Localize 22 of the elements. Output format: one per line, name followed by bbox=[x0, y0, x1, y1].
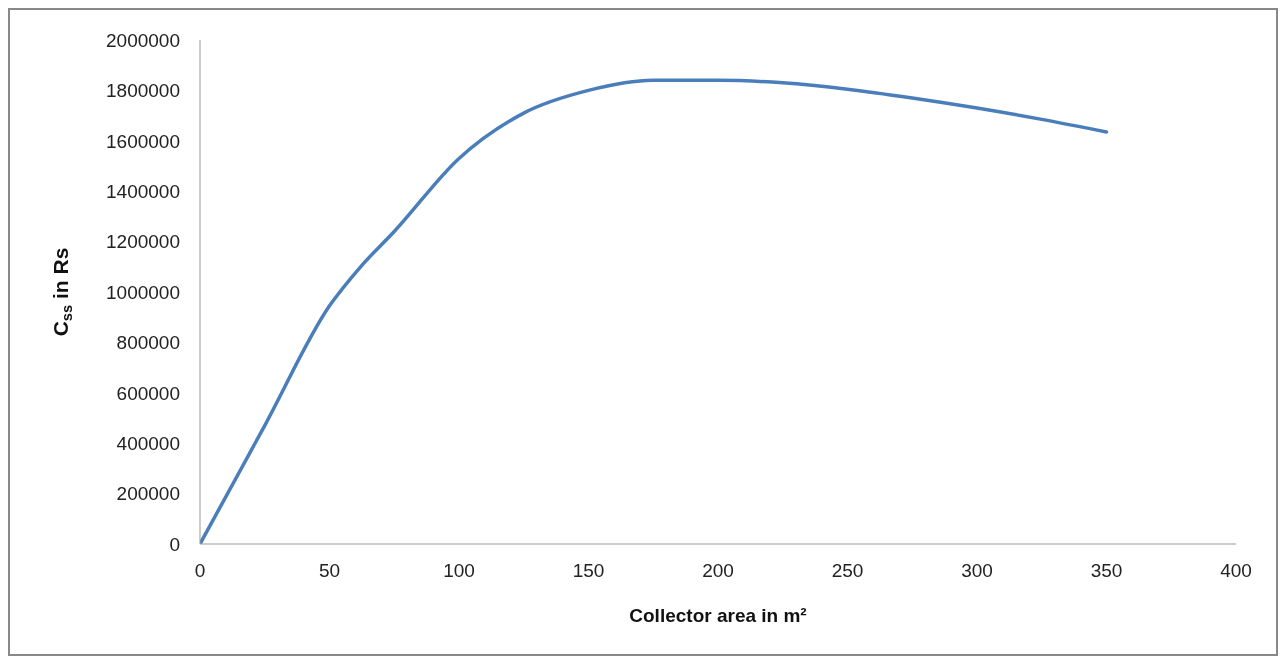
y-tick-label: 0 bbox=[169, 533, 180, 555]
x-tick-label: 150 bbox=[572, 560, 605, 582]
y-tick-label: 1800000 bbox=[106, 80, 180, 102]
x-tick-label: 350 bbox=[1090, 560, 1123, 582]
y-tick-label: 1600000 bbox=[106, 130, 180, 152]
x-tick-label: 250 bbox=[831, 560, 864, 582]
line-series bbox=[200, 78, 1109, 544]
x-tick-label: 400 bbox=[1220, 560, 1252, 582]
x-tick-label: 50 bbox=[318, 560, 341, 582]
x-axis-title: Collector area in m² bbox=[629, 605, 807, 626]
y-tick-label: 1200000 bbox=[106, 231, 180, 253]
x-tick-label: 100 bbox=[443, 560, 475, 582]
y-tick-label: 200000 bbox=[116, 483, 180, 505]
y-tick-label: 1400000 bbox=[106, 180, 180, 202]
x-tick-label: 300 bbox=[961, 560, 993, 582]
y-tick-label: 2000000 bbox=[106, 29, 180, 51]
y-tick-label: 600000 bbox=[116, 382, 180, 404]
y-tick-label: 1000000 bbox=[106, 281, 180, 303]
y-tick-label: 800000 bbox=[116, 332, 180, 354]
x-tick-label: 200 bbox=[702, 560, 734, 582]
y-tick-label: 400000 bbox=[116, 432, 180, 454]
x-tick-label: 0 bbox=[194, 560, 206, 582]
